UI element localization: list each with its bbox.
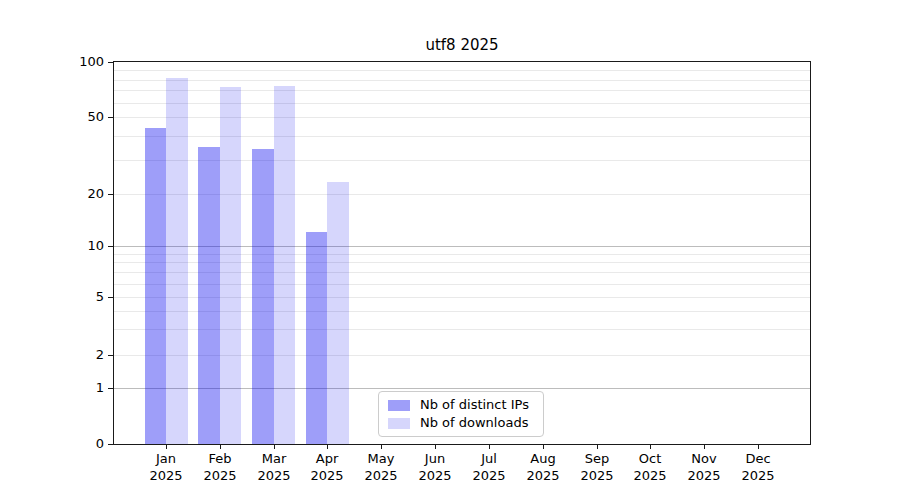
month-year: 2025 (567, 467, 627, 484)
month-name: Nov (674, 450, 734, 467)
x-axis-month-label: Jul2025 (459, 450, 519, 484)
month-year: 2025 (244, 467, 304, 484)
y-axis-tick (108, 355, 113, 356)
x-axis-month-label: May2025 (351, 450, 411, 484)
legend-swatch-downloads-icon (388, 418, 410, 429)
month-name: Aug (513, 450, 573, 467)
y-axis-tick (108, 194, 113, 195)
y-minor-gridline (114, 90, 810, 91)
x-axis-month-label: Apr2025 (297, 450, 357, 484)
x-axis-tick (220, 445, 221, 449)
x-axis-month-label: Dec2025 (728, 450, 788, 484)
x-axis-month-label: Oct2025 (620, 450, 680, 484)
y-minor-gridline (114, 80, 810, 81)
month-year: 2025 (728, 467, 788, 484)
y-axis-tick (108, 297, 113, 298)
x-axis-month-label: Jun2025 (405, 450, 465, 484)
month-name: Jun (405, 450, 465, 467)
bar-jan-distinct-ips (145, 128, 167, 444)
y-axis-tick (108, 62, 113, 63)
x-axis-tick (435, 445, 436, 449)
bar-mar-downloads (274, 86, 296, 444)
month-year: 2025 (459, 467, 519, 484)
legend-swatch-distinct-ips-icon (388, 400, 410, 411)
y-axis-tick-label: 10 (30, 238, 104, 254)
legend-label-distinct-ips: Nb of distinct IPs (420, 397, 529, 413)
month-year: 2025 (674, 467, 734, 484)
bar-chart-figure: utf8 2025 0125102050100Jan2025Feb2025Mar… (0, 0, 900, 500)
bar-mar-distinct-ips (252, 149, 274, 444)
y-axis-tick-label: 2 (30, 347, 104, 363)
month-year: 2025 (136, 467, 196, 484)
bar-feb-distinct-ips (198, 147, 220, 444)
x-axis-tick (597, 445, 598, 449)
x-axis-tick (166, 445, 167, 449)
month-name: May (351, 450, 411, 467)
x-axis-tick (650, 445, 651, 449)
month-year: 2025 (405, 467, 465, 484)
y-axis-tick-label: 1 (30, 380, 104, 396)
y-axis-tick-label: 5 (30, 289, 104, 305)
x-axis-tick (327, 445, 328, 449)
y-axis-tick (108, 388, 113, 389)
x-axis-tick (704, 445, 705, 449)
x-axis-month-label: Aug2025 (513, 450, 573, 484)
x-axis-tick (489, 445, 490, 449)
y-minor-gridline (114, 103, 810, 104)
month-name: Apr (297, 450, 357, 467)
bar-apr-distinct-ips (306, 232, 328, 444)
y-minor-gridline (114, 70, 810, 71)
legend-item-downloads: Nb of downloads (385, 415, 537, 431)
x-axis-month-label: Feb2025 (190, 450, 250, 484)
y-axis-tick-label: 20 (30, 186, 104, 202)
legend-item-distinct-ips: Nb of distinct IPs (385, 397, 537, 413)
month-year: 2025 (190, 467, 250, 484)
month-name: Mar (244, 450, 304, 467)
month-year: 2025 (620, 467, 680, 484)
chart-title: utf8 2025 (114, 36, 810, 54)
month-name: Oct (620, 450, 680, 467)
month-name: Feb (190, 450, 250, 467)
month-name: Dec (728, 450, 788, 467)
y-axis-tick-label: 100 (30, 54, 104, 70)
month-name: Jan (136, 450, 196, 467)
month-name: Sep (567, 450, 627, 467)
y-axis-tick (108, 444, 113, 445)
y-axis-tick-label: 0 (30, 436, 104, 452)
month-year: 2025 (351, 467, 411, 484)
legend-label-downloads: Nb of downloads (420, 415, 528, 431)
x-axis-tick (381, 445, 382, 449)
y-axis-tick-label: 50 (30, 109, 104, 125)
y-axis-tick (108, 246, 113, 247)
x-axis-month-label: Jan2025 (136, 450, 196, 484)
bar-feb-downloads (220, 87, 242, 444)
x-axis-month-label: Sep2025 (567, 450, 627, 484)
month-year: 2025 (513, 467, 573, 484)
x-axis-tick (758, 445, 759, 449)
x-axis-month-label: Nov2025 (674, 450, 734, 484)
legend: Nb of distinct IPs Nb of downloads (378, 391, 544, 437)
x-axis-tick (274, 445, 275, 449)
month-name: Jul (459, 450, 519, 467)
x-axis-month-label: Mar2025 (244, 450, 304, 484)
x-axis-tick (543, 445, 544, 449)
y-minor-gridline (114, 117, 810, 118)
y-axis-tick (108, 117, 113, 118)
bar-apr-downloads (327, 182, 349, 444)
y-minor-gridline (114, 136, 810, 137)
month-year: 2025 (297, 467, 357, 484)
bar-jan-downloads (166, 78, 188, 444)
